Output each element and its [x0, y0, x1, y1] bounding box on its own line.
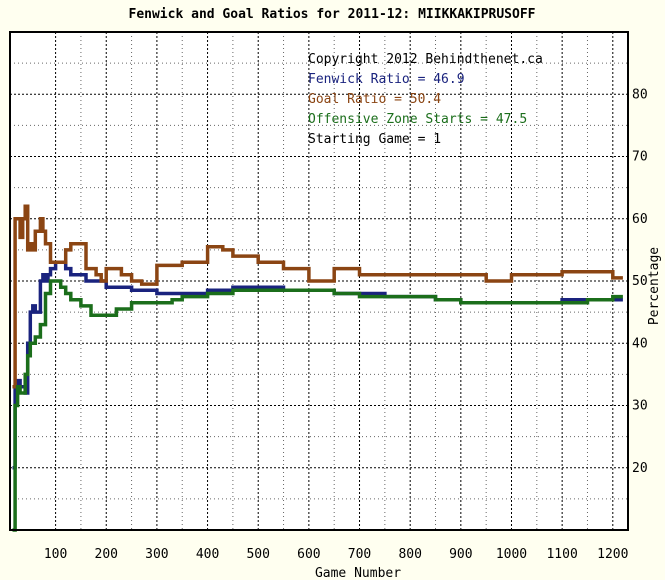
y-tick-label: 80	[632, 87, 648, 102]
x-tick-label: 200	[95, 547, 118, 562]
legend: Copyright 2012 Behindthenet.ca Fenwick Ra…	[308, 52, 543, 147]
plot-area	[9, 31, 629, 532]
legend-entry: Fenwick Ratio = 46.9	[308, 72, 465, 87]
y-tick-label: 30	[632, 399, 648, 414]
x-tick-label: 400	[196, 547, 219, 562]
legend-entry: Offensive Zone Starts = 47.5	[308, 112, 527, 127]
legend-entry: Goal Ratio = 50.4	[308, 92, 441, 107]
series-line-goal-ratio	[12, 204, 623, 389]
x-tick-label: 1000	[496, 547, 527, 562]
x-tick-label: 800	[398, 547, 421, 562]
plot-border	[9, 31, 629, 531]
x-tick-label: 100	[44, 547, 67, 562]
series-lines	[12, 204, 623, 532]
x-tick-label: 900	[449, 547, 472, 562]
y-axis-label: Percentage	[647, 247, 662, 325]
x-axis-label: Game Number	[315, 566, 401, 580]
y-tick-label: 60	[632, 212, 648, 227]
y-tick-label: 20	[632, 461, 648, 476]
x-tick-labels: 100 200 300 400 500 600 700 800 900 1000 1100 1200	[44, 547, 629, 562]
y-tick-label: 40	[632, 336, 648, 351]
chart-title: Fenwick and Goal Ratios for 2011-12: MII…	[129, 7, 536, 22]
y-tick-labels: 20 30 40 50 60 70 80	[632, 87, 648, 476]
series-line-offensive-zone-starts	[12, 279, 623, 532]
y-tick-label: 50	[632, 274, 648, 289]
x-tick-label: 600	[297, 547, 320, 562]
legend-entry: Starting Game = 1	[308, 132, 441, 147]
x-tick-label: 300	[145, 547, 168, 562]
x-tick-label: 700	[348, 547, 371, 562]
legend-entry: Copyright 2012 Behindthenet.ca	[308, 52, 543, 67]
y-tick-label: 70	[632, 150, 648, 165]
x-tick-label: 1100	[546, 547, 577, 562]
x-tick-label: 500	[246, 547, 269, 562]
x-tick-label: 1200	[597, 547, 628, 562]
